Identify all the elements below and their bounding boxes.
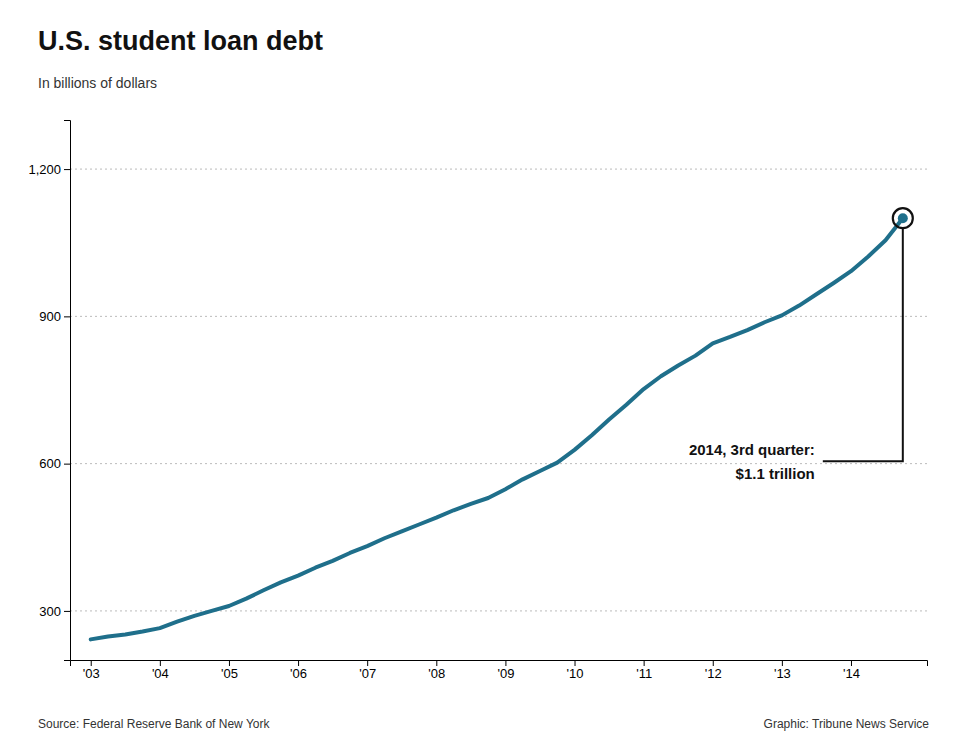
x-axis: '03 '04 '05 '06 '07 '08 '09 '10 '11 '12 '13 '14 [71,660,928,681]
y-axis-line [64,121,71,661]
annotation-leader [823,228,903,461]
x-tick-label: '03 [83,666,100,681]
annotation: 2014, 3rd quarter: $1.1 trillion [689,208,913,482]
grid-line [70,316,927,317]
x-tick-label: '14 [843,666,860,681]
annotation-text: 2014, 3rd quarter: [689,441,815,458]
grid [70,169,927,611]
x-tick-label: '06 [290,666,307,681]
subtitle: In billions of dollars [38,75,157,91]
x-tick-label: '10 [567,666,584,681]
credit: Graphic: Tribune News Service [764,717,930,731]
x-tick-mark [713,660,714,666]
y-tick-label: 900 [39,309,61,324]
x-tick: '13 [774,660,791,681]
x-tick-label: '04 [152,666,169,681]
y-tick-label: 300 [39,604,61,619]
y-tick-label: 1,200 [28,162,61,177]
x-tick-mark [505,660,506,666]
chart-svg: U.S. student loan debt In billions of dol… [0,0,967,750]
x-tick-label: '13 [774,666,791,681]
y-tick-mark [64,316,70,317]
x-tick-label: '05 [221,666,238,681]
x-tick: '12 [705,660,722,681]
x-tick-mark [91,660,92,666]
y-tick: 1,200 [28,162,70,177]
y-tick: 600 [39,456,70,471]
x-tick-mark [298,660,299,666]
x-tick: '09 [497,660,514,681]
x-tick: '11 [636,660,652,681]
annotation-text: $1.1 trillion [736,465,815,482]
grid-line [70,169,927,170]
x-tick-mark [575,660,576,666]
data-line [91,218,903,639]
x-tick-label: '08 [428,666,445,681]
x-axis-line [71,661,928,667]
x-tick-mark [160,660,161,666]
x-tick: '05 [221,660,238,681]
x-tick-label: '09 [497,666,514,681]
y-tick: 300 [39,604,70,619]
x-tick-label: '07 [359,666,376,681]
y-axis: 300 600 900 1,200 [28,121,70,661]
x-tick-mark [851,660,852,666]
chart-container: U.S. student loan debt In billions of dol… [0,0,967,750]
x-tick: '03 [83,660,100,681]
end-point [898,213,908,223]
x-tick-mark [436,660,437,666]
x-tick: '14 [843,660,860,681]
x-tick: '06 [290,660,307,681]
x-tick: '07 [359,660,376,681]
marks [91,213,908,639]
x-tick-mark [229,660,230,666]
x-tick-label: '11 [636,666,652,681]
y-tick-label: 600 [39,456,61,471]
title: U.S. student loan debt [38,26,323,56]
grid-line [70,463,927,464]
x-tick: '08 [428,660,445,681]
x-tick-mark [644,660,645,666]
x-tick-label: '12 [705,666,722,681]
y-tick-mark [64,464,70,465]
y-tick-mark [64,169,70,170]
highlight-ring [893,208,913,228]
x-tick-mark [782,660,783,666]
source: Source: Federal Reserve Bank of New York [38,717,270,731]
x-tick-mark [367,660,368,666]
y-tick: 900 [39,309,70,324]
plot-area: '03 '04 '05 '06 '07 '08 '09 '10 '11 '12 '13 '14 300 6… [28,121,927,682]
x-tick: '04 [152,660,169,681]
grid-line [70,610,927,611]
x-tick: '10 [567,660,584,681]
y-tick-mark [64,611,70,612]
